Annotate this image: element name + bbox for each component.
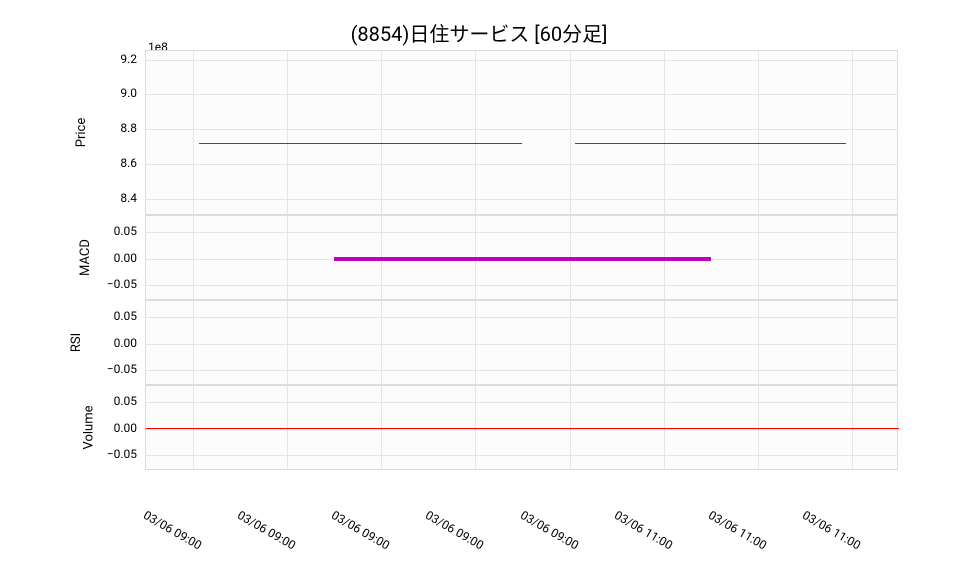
gridline-v: [570, 301, 571, 384]
ytick-label: 9.0: [97, 86, 137, 100]
gridline-v: [381, 301, 382, 384]
gridline-v: [852, 301, 853, 384]
ytick-label: 0.05: [97, 224, 137, 238]
gridline-v: [758, 301, 759, 384]
xtick-label: 03/06 11:00: [612, 508, 675, 553]
ytick-label: −0.05: [97, 362, 137, 376]
gridline-v: [193, 51, 194, 214]
ytick-label: 8.6: [97, 156, 137, 170]
ytick-label: 0.05: [97, 309, 137, 323]
gridline-v: [758, 216, 759, 299]
ytick-label: −0.05: [97, 447, 137, 461]
series-line: [523, 428, 900, 429]
ytick-label: −0.05: [97, 277, 137, 291]
gridline-h: [146, 232, 897, 233]
series-line: [146, 428, 523, 429]
price-panel: [145, 50, 898, 215]
xtick-label: 03/06 11:00: [800, 508, 863, 553]
ytick-label: 0.00: [97, 421, 137, 435]
gridline-h: [146, 129, 897, 130]
gridline-v: [475, 51, 476, 214]
xtick-label: 03/06 09:00: [423, 508, 486, 553]
gridline-v: [287, 216, 288, 299]
price-ylabel: Price: [74, 117, 89, 146]
xtick-label: 03/06 09:00: [329, 508, 392, 553]
chart-title: (8854)日住サービス [60分足]: [0, 18, 958, 47]
rsi-ylabel: RSI: [69, 332, 84, 351]
volume-panel: [145, 385, 898, 470]
macd-ylabel: MACD: [78, 239, 93, 276]
gridline-v: [664, 51, 665, 214]
series-line: [575, 143, 846, 144]
gridline-v: [852, 216, 853, 299]
gridline-v: [570, 51, 571, 214]
gridline-h: [146, 199, 897, 200]
ytick-label: 8.8: [97, 121, 137, 135]
gridline-h: [146, 344, 897, 345]
gridline-h: [146, 285, 897, 286]
gridline-h: [146, 60, 897, 61]
xtick-label: 03/06 09:00: [141, 508, 204, 553]
gridline-v: [664, 301, 665, 384]
gridline-v: [287, 51, 288, 214]
gridline-v: [758, 51, 759, 214]
gridline-v: [193, 216, 194, 299]
ytick-label: 0.00: [97, 251, 137, 265]
gridline-h: [146, 370, 897, 371]
gridline-v: [287, 301, 288, 384]
chart-container: (8854)日住サービス [60分足] 1e8 8.48.68.89.09.2P…: [0, 0, 958, 575]
rsi-panel: [145, 300, 898, 385]
xtick-label: 03/06 09:00: [518, 508, 581, 553]
ytick-label: 8.4: [97, 191, 137, 205]
ytick-label: 0.05: [97, 394, 137, 408]
gridline-v: [193, 301, 194, 384]
ytick-label: 0.00: [97, 336, 137, 350]
gridline-h: [146, 455, 897, 456]
gridline-v: [381, 51, 382, 214]
xtick-label: 03/06 11:00: [706, 508, 769, 553]
gridline-h: [146, 164, 897, 165]
gridline-h: [146, 402, 897, 403]
gridline-h: [146, 317, 897, 318]
gridline-h: [146, 94, 897, 95]
series-line: [199, 143, 523, 144]
xtick-label: 03/06 09:00: [235, 508, 298, 553]
gridline-v: [475, 301, 476, 384]
ytick-label: 9.2: [97, 52, 137, 66]
volume-ylabel: Volume: [82, 405, 97, 449]
macd-panel: [145, 215, 898, 300]
gridline-v: [852, 51, 853, 214]
series-line: [334, 257, 711, 261]
